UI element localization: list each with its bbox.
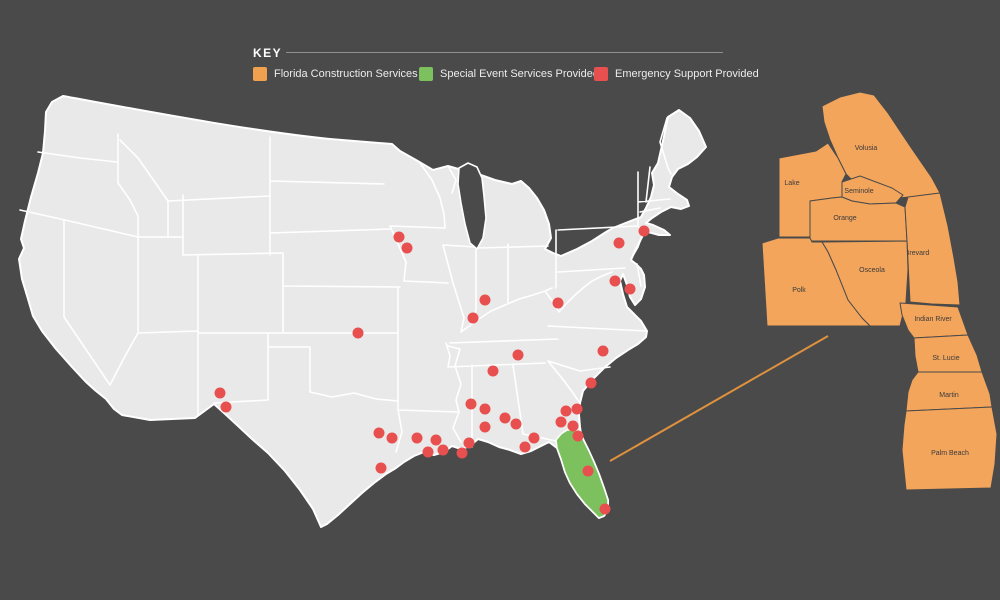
map-marker xyxy=(571,403,583,415)
map-marker xyxy=(463,437,475,449)
map-marker xyxy=(430,434,442,446)
county-label-seminole: Seminole xyxy=(844,188,873,195)
map-marker xyxy=(373,427,385,439)
map-marker xyxy=(638,225,650,237)
map-marker xyxy=(352,327,364,339)
construction-swatch-icon xyxy=(253,67,267,81)
state-borders xyxy=(19,117,672,453)
map-marker xyxy=(456,447,468,459)
us-outline xyxy=(18,95,707,528)
key-items: Florida Construction Services Special Ev… xyxy=(253,67,1000,83)
map-marker xyxy=(479,421,491,433)
emergency-swatch-icon xyxy=(594,67,608,81)
map-marker xyxy=(386,432,398,444)
map-marker xyxy=(487,365,499,377)
map-marker xyxy=(510,418,522,430)
key-title: KEY xyxy=(253,46,283,60)
county-polk xyxy=(761,237,871,327)
map-marker xyxy=(512,349,524,361)
map-marker xyxy=(467,312,479,324)
county-label-volusia: Volusia xyxy=(855,145,878,152)
map-marker xyxy=(560,405,572,417)
legend-label: Special Event Services Provided xyxy=(440,68,599,80)
legend-label: Emergency Support Provided xyxy=(615,68,759,80)
county-label-polk: Polk xyxy=(792,287,806,294)
special-event-swatch-icon xyxy=(419,67,433,81)
florida-counties-inset: Volusia Lake Seminole Orange Brevard Osceola P… xyxy=(761,91,998,491)
map-marker xyxy=(422,446,434,458)
map-marker xyxy=(585,377,597,389)
map-marker xyxy=(401,242,413,254)
legend-item-emergency: Emergency Support Provided xyxy=(594,67,759,81)
map-marker xyxy=(597,345,609,357)
map-marker xyxy=(567,420,579,432)
map-marker xyxy=(479,403,491,415)
county-label-st-lucie: St. Lucie xyxy=(932,355,959,362)
map-marker xyxy=(599,503,611,515)
us-map-landmass xyxy=(18,95,707,528)
map-marker xyxy=(214,387,226,399)
map-marker xyxy=(220,401,232,413)
county-label-orange: Orange xyxy=(833,215,856,222)
county-label-palm-beach: Palm Beach xyxy=(931,450,969,457)
county-orange xyxy=(809,196,908,242)
map-marker xyxy=(555,416,567,428)
map-marker xyxy=(499,412,511,424)
map-marker xyxy=(465,398,477,410)
legend-item-special-event: Special Event Services Provided xyxy=(419,67,599,81)
legend-item-construction: Florida Construction Services xyxy=(253,67,418,81)
county-label-martin: Martin xyxy=(939,392,959,399)
map-marker xyxy=(552,297,564,309)
county-palm-beach xyxy=(901,406,998,491)
county-label-brevard: Brevard xyxy=(905,250,930,257)
map-marker xyxy=(609,275,621,287)
map-marker xyxy=(375,462,387,474)
county-label-lake: Lake xyxy=(784,180,799,187)
map-marker xyxy=(572,430,584,442)
county-brevard xyxy=(904,192,961,306)
map-marker xyxy=(393,231,405,243)
inset-connector-line xyxy=(609,335,829,462)
map-marker xyxy=(624,283,636,295)
service-markers xyxy=(214,225,650,515)
legend-label: Florida Construction Services xyxy=(274,68,418,80)
key-rule xyxy=(286,52,723,53)
map-marker xyxy=(479,294,491,306)
map-marker xyxy=(613,237,625,249)
map-marker xyxy=(411,432,423,444)
florida-highlight xyxy=(555,429,609,519)
map-marker xyxy=(582,465,594,477)
lake-michigan xyxy=(457,162,487,251)
map-marker xyxy=(437,444,449,456)
county-label-indian-river: Indian River xyxy=(914,316,952,323)
map-marker xyxy=(519,441,531,453)
county-label-osceola: Osceola xyxy=(859,267,885,274)
map-marker xyxy=(528,432,540,444)
